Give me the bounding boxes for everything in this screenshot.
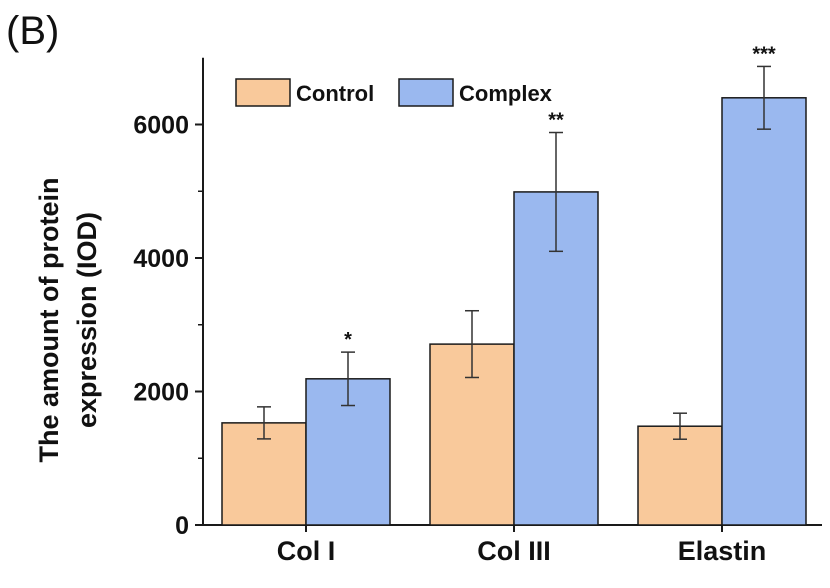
x-tick-label: Col I xyxy=(277,536,336,566)
legend-swatch-complex xyxy=(398,78,454,107)
x-tick-label: Elastin xyxy=(678,536,767,566)
y-tick-label: 4000 xyxy=(133,245,189,273)
bar-control-elastin xyxy=(637,425,723,526)
bar-complex-elastin xyxy=(721,97,807,526)
y-tick-label: 0 xyxy=(175,512,189,540)
panel-label: (B) xyxy=(6,9,59,53)
significance-label: * xyxy=(344,329,352,351)
bar-control-col-i xyxy=(221,422,307,526)
y-tick-label: 2000 xyxy=(133,379,189,407)
y-axis-label-line-1: The amount of protein xyxy=(34,178,64,463)
y-axis-label-line-2: expression (IOD) xyxy=(72,212,102,428)
significance-label: *** xyxy=(752,43,776,65)
legend-swatch-control xyxy=(235,78,291,107)
legend-label-complex: Complex xyxy=(459,81,553,106)
y-tick-label: 6000 xyxy=(133,112,189,140)
y-axis-label: The amount of protein expression (IOD) xyxy=(34,178,102,463)
legend: Control Complex xyxy=(235,78,553,107)
x-tick-label: Col III xyxy=(477,536,551,566)
significance-label: ** xyxy=(548,110,564,132)
legend-label-control: Control xyxy=(296,81,374,106)
